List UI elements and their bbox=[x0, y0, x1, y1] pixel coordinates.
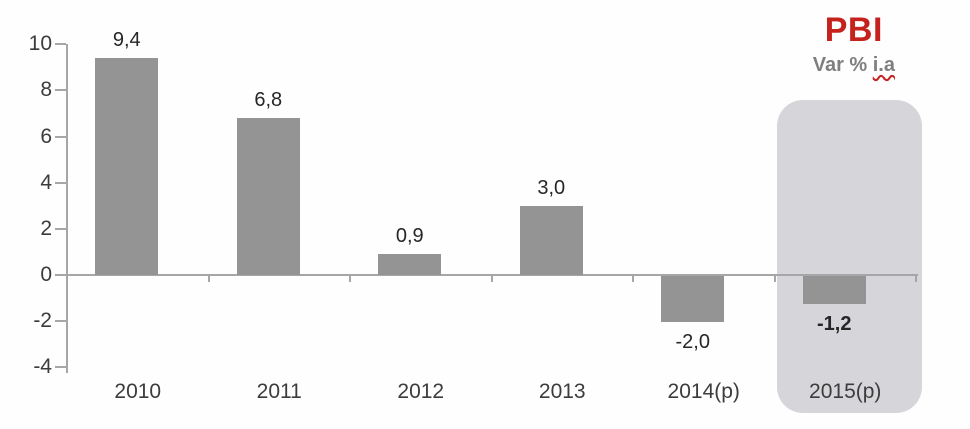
y-axis-label-10: 10 bbox=[28, 32, 52, 56]
y-axis-label-6: 6 bbox=[40, 124, 52, 148]
bar-value-label-2011: 6,8 bbox=[254, 89, 283, 112]
x-axis-tick-0 bbox=[66, 275, 68, 282]
y-axis-tick-10 bbox=[55, 43, 66, 46]
bar-2011 bbox=[236, 118, 300, 275]
x-axis-label-2012: 2012 bbox=[397, 380, 445, 403]
x-axis-tick-6 bbox=[915, 275, 917, 282]
bar-value-label-2015(p): -1,2 bbox=[817, 312, 852, 335]
y-axis-label-2: 2 bbox=[40, 216, 52, 240]
x-axis-tick-4 bbox=[632, 275, 634, 282]
y-axis-label-8: 8 bbox=[40, 78, 52, 102]
x-axis-label-2011: 2011 bbox=[256, 380, 302, 403]
bar-2014(p) bbox=[661, 276, 725, 323]
y-axis-tick-8 bbox=[55, 89, 66, 92]
y-axis-tick--4 bbox=[55, 366, 66, 369]
y-axis-label-4: 4 bbox=[40, 170, 52, 194]
chart-title: PBI bbox=[824, 11, 883, 49]
y-axis-label-0: 0 bbox=[40, 263, 52, 286]
bar-2015(p) bbox=[802, 276, 866, 304]
x-axis-label-2013: 2013 bbox=[538, 380, 586, 403]
x-axis-zero-line bbox=[67, 274, 918, 276]
bar-value-label-2012: 0,9 bbox=[395, 225, 424, 248]
x-axis-label-2010: 2010 bbox=[114, 380, 162, 403]
chart-subtitle-prefix: Var % bbox=[812, 54, 873, 77]
bar-2012 bbox=[378, 254, 442, 275]
x-axis-tick-3 bbox=[490, 275, 493, 282]
y-axis-tick-6 bbox=[55, 135, 66, 138]
chart-header: PBI Var % i.a bbox=[813, 11, 895, 77]
x-axis-label-2014(p): 2014(p) bbox=[667, 380, 740, 403]
y-axis-tick--2 bbox=[55, 320, 66, 323]
highlight-box-2015(p) bbox=[776, 100, 922, 413]
x-axis-tick-1 bbox=[207, 275, 210, 282]
y-axis-line bbox=[66, 44, 68, 373]
y-axis-tick-4 bbox=[55, 181, 66, 184]
bar-2013 bbox=[519, 205, 583, 275]
bar-2010 bbox=[95, 58, 159, 275]
bar-value-label-2013: 3,0 bbox=[537, 176, 566, 199]
y-axis-label--2: -2 bbox=[33, 309, 52, 333]
x-axis-tick-2 bbox=[349, 275, 351, 282]
x-axis-label-2015(p): 2015(p) bbox=[809, 380, 882, 403]
y-axis-tick-0 bbox=[55, 274, 66, 276]
x-axis-tick-5 bbox=[773, 275, 776, 282]
chart-subtitle-emphasis: i.a bbox=[872, 54, 895, 77]
bar-value-label-2014(p): -2,0 bbox=[675, 331, 710, 354]
chart-subtitle: Var % i.a bbox=[813, 54, 895, 77]
y-axis-label--4: -4 bbox=[33, 355, 52, 379]
y-axis-tick-2 bbox=[55, 227, 66, 230]
bar-value-label-2010: 9,4 bbox=[112, 29, 141, 52]
